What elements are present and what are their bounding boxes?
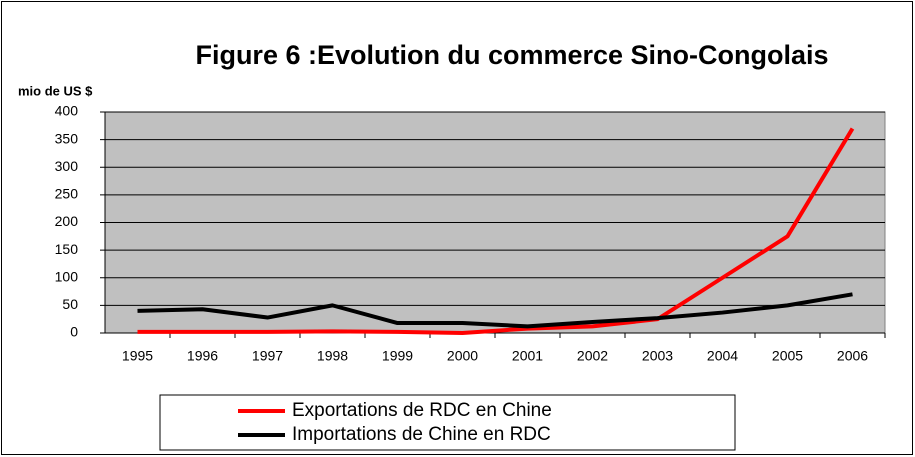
x-tick-label: 1999	[382, 348, 413, 364]
x-tick-label: 2002	[577, 348, 608, 364]
series-line	[137, 127, 855, 335]
x-tick-label: 2006	[837, 348, 868, 364]
x-tick-label: 1995	[122, 348, 153, 364]
y-tick-label: 400	[55, 103, 79, 119]
y-tick-label: 100	[55, 268, 79, 284]
legend-label: Exportations de RDC en Chine	[292, 400, 552, 421]
y-tick-label: 200	[55, 213, 79, 229]
y-tick-label: 150	[55, 241, 79, 257]
x-tick-label: 2005	[772, 348, 803, 364]
y-axis-label: mio de US $	[18, 83, 93, 98]
x-tick-label: 2004	[707, 348, 738, 364]
x-tick-label: 2003	[642, 348, 673, 364]
chart-title: Figure 6 :Evolution du commerce Sino-Con…	[195, 40, 828, 70]
legend-label: Importations de Chine en RDC	[292, 424, 551, 445]
y-tick-label: 300	[55, 158, 79, 174]
y-tick-label: 350	[55, 130, 79, 146]
x-tick-label: 1998	[317, 348, 348, 364]
legend-box	[159, 394, 736, 451]
x-tick-label: 1997	[252, 348, 283, 364]
series-line	[137, 292, 853, 329]
x-tick-label: 2001	[512, 348, 543, 364]
y-tick-label: 0	[70, 324, 78, 340]
x-tick-label: 1996	[187, 348, 218, 364]
y-tick-label: 250	[55, 186, 79, 202]
x-tick-label: 2000	[447, 348, 478, 364]
y-tick-label: 50	[62, 296, 78, 312]
